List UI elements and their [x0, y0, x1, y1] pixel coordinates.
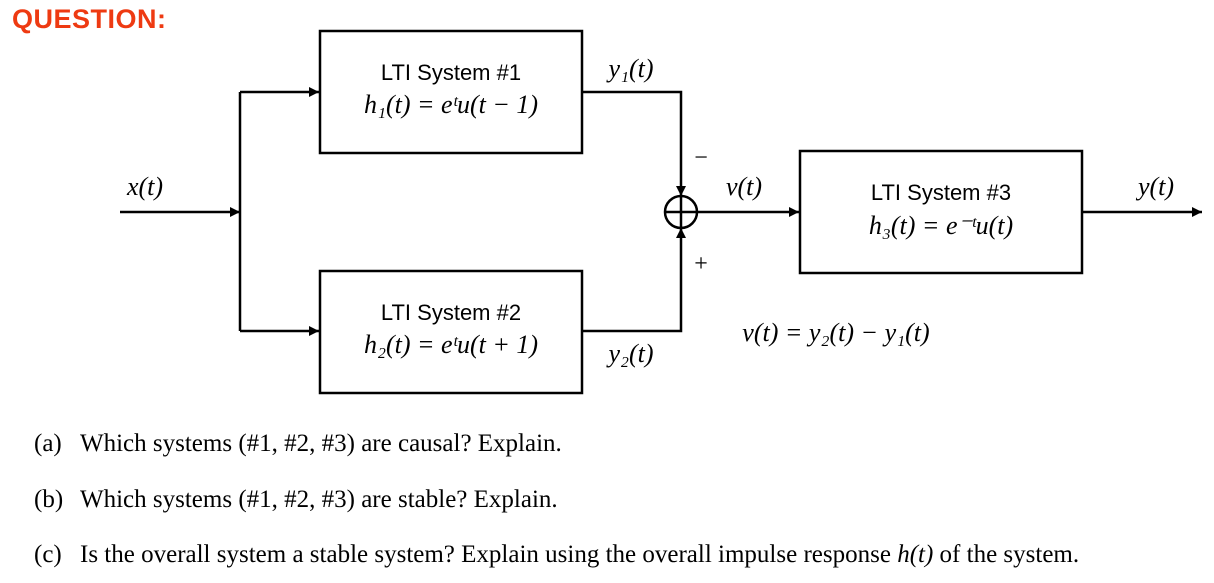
question-a: (a) Which systems (#1, #2, #3) are causal…	[34, 430, 562, 458]
system2-box	[318, 269, 584, 395]
system3-impulse: h₃(t) = e⁻ᵗu(t)	[869, 211, 1013, 240]
system2-title: LTI System #2	[381, 300, 521, 325]
output-label: y(t)	[1135, 172, 1174, 201]
system3-box	[798, 149, 1084, 275]
system1-title: LTI System #1	[381, 60, 521, 85]
relation-equation: v(t) = y₂(t) − y₁(t)	[742, 318, 929, 347]
question-b: (b) Which systems (#1, #2, #3) are stable…	[34, 486, 558, 514]
y1-label: y₁(t)	[605, 54, 653, 83]
minus-sign: −	[694, 145, 708, 171]
question-c-text-after: of the system.	[933, 541, 1080, 568]
system3-title: LTI System #3	[871, 180, 1011, 205]
y2-label: y₂(t)	[605, 339, 653, 368]
question-a-text: Which systems (#1, #2, #3) are causal? E…	[80, 430, 562, 457]
question-b-label: (b)	[34, 486, 64, 513]
block-diagram: LTI System #1 h₁(t) = eᵗu(t − 1) LTI Sys…	[120, 29, 1202, 395]
system1-box	[318, 29, 584, 155]
plus-sign: +	[694, 251, 708, 277]
question-b-text: Which systems (#1, #2, #3) are stable? E…	[80, 486, 558, 513]
y2-path	[582, 228, 686, 333]
system1-impulse: h₁(t) = eᵗu(t − 1)	[364, 90, 538, 119]
question-c-label: (c)	[34, 541, 62, 568]
question-c-text-before: Is the overall system a stable system? E…	[80, 541, 898, 568]
system2-impulse: h₂(t) = eᵗu(t + 1)	[364, 330, 538, 359]
v-label: v(t)	[726, 172, 762, 201]
question-c: (c) Is the overall system a stable system…	[34, 541, 1079, 569]
y1-path	[582, 90, 686, 196]
question-heading: QUESTION:	[12, 4, 167, 34]
input-label: x(t)	[126, 172, 163, 201]
summing-junction	[663, 194, 699, 230]
question-c-math: h(t)	[897, 541, 934, 568]
question-a-label: (a)	[34, 430, 62, 457]
